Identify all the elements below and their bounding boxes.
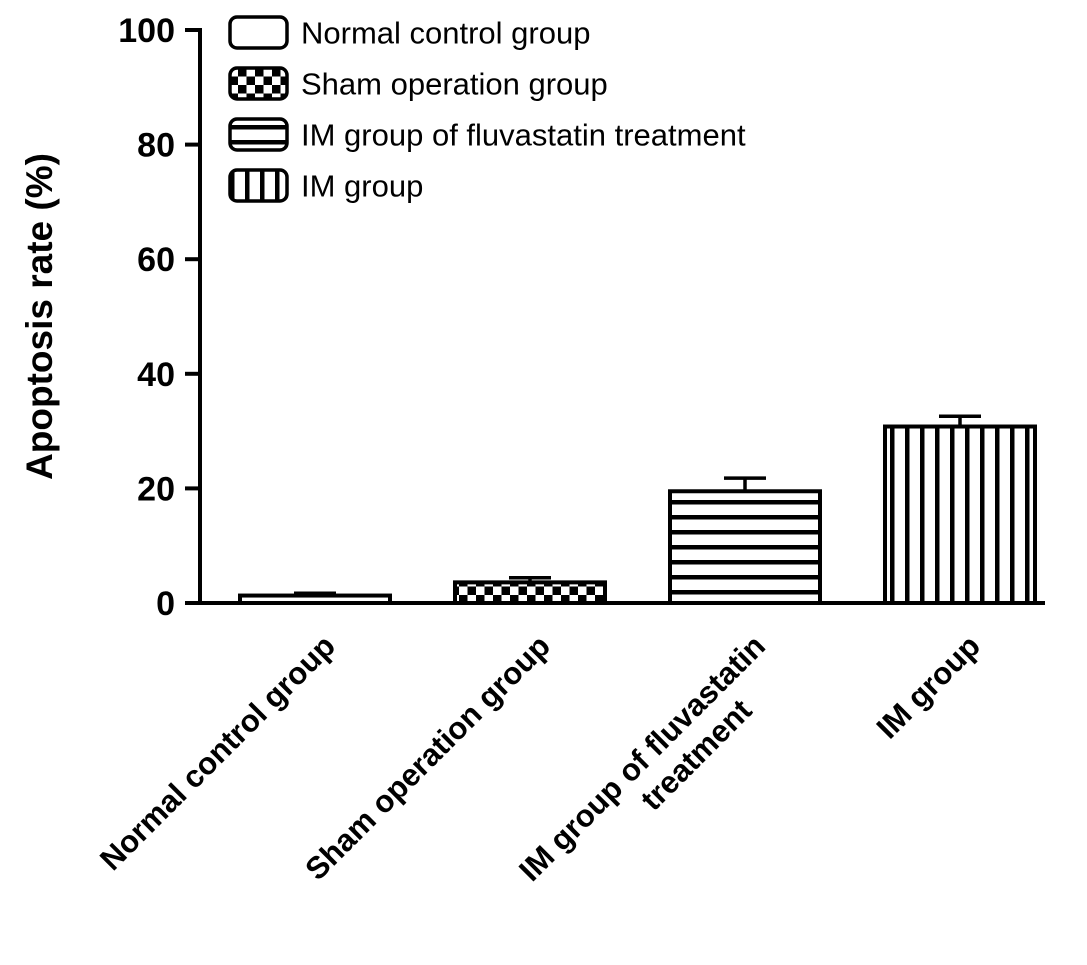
- y-axis-title: Apoptosis rate (%): [19, 153, 60, 480]
- x-label-sham-operation-group: Sham operation group: [298, 628, 557, 887]
- y-tick-label: 20: [137, 470, 175, 508]
- y-tick-label: 80: [137, 127, 175, 165]
- bar-sham-operation-group: [453, 580, 607, 606]
- legend-swatch-im-group: [228, 168, 289, 203]
- x-label-im-group: IM group: [870, 628, 987, 745]
- legend-label-im-group-of-fluvastatin-treatment: IM group of fluvastatin treatment: [301, 118, 746, 153]
- y-tick-label: 60: [137, 241, 175, 279]
- y-tick-label: 100: [118, 12, 175, 50]
- legend-swatch-sham-operation-group: [228, 66, 289, 101]
- legend-swatch-normal-control-group: [228, 15, 289, 50]
- x-label-normal-control-group: Normal control group: [93, 628, 342, 877]
- legend-label-sham-operation-group: Sham operation group: [301, 67, 608, 102]
- legend-label-normal-control-group: Normal control group: [301, 16, 590, 51]
- y-tick-label: 40: [137, 356, 175, 394]
- bar-im-group-of-fluvastatin-treatment: [668, 489, 822, 606]
- y-tick-label: 0: [156, 585, 175, 623]
- legend-swatch-im-group-of-fluvastatin-treatment: [228, 117, 289, 152]
- x-label-im-group-of-fluvastatin-treatment: IM group of fluvastatintreatment: [512, 628, 797, 913]
- bar-normal-control-group: [238, 593, 392, 606]
- bar-im-group: [883, 424, 1037, 605]
- legend-label-im-group: IM group: [301, 169, 423, 204]
